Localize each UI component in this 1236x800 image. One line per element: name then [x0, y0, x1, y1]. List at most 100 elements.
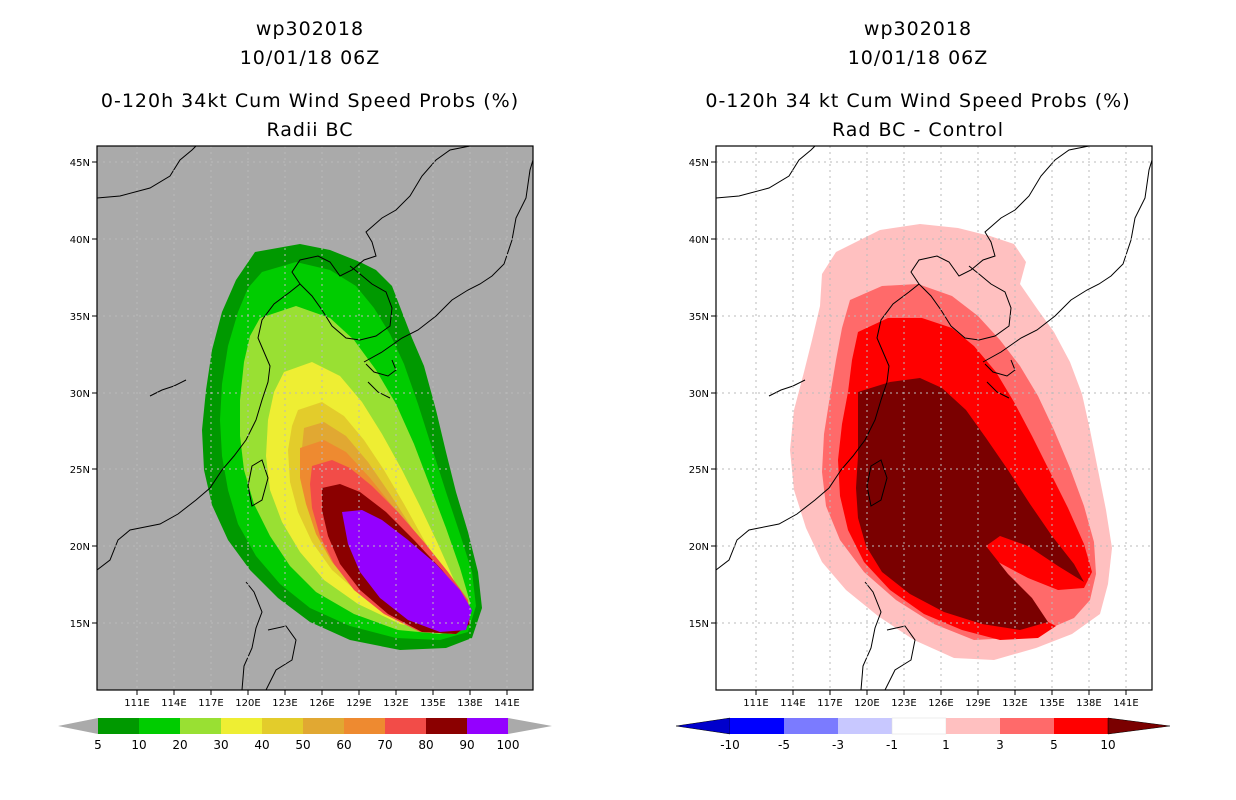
right-colorbar: -10 -5 -3 -1 1 3 5 10 — [675, 717, 1171, 752]
colorbar-label: 3 — [996, 738, 1004, 752]
lat-label: 20N — [70, 542, 90, 553]
left-product-title: 0-120h 34kt Cum Wind Speed Probs (%) — [100, 90, 520, 112]
colorbar-label: 10 — [131, 738, 146, 752]
colorbar-label: 90 — [459, 738, 474, 752]
left-probability-swath — [97, 146, 533, 690]
lon-label: 141E — [494, 698, 519, 709]
lat-label: 35N — [689, 312, 709, 323]
lon-label: 129E — [346, 698, 371, 709]
left-colorbar-swatch — [262, 718, 303, 734]
left-panel: wp302018 10/01/18 06Z 0-120h 34kt Cum Wi… — [0, 0, 600, 800]
lon-label: 129E — [965, 698, 990, 709]
lon-label: 135E — [420, 698, 445, 709]
lon-label: 126E — [928, 698, 953, 709]
lat-label: 40N — [70, 235, 90, 246]
right-subtitle: Rad BC - Control — [831, 119, 1005, 141]
lon-label: 114E — [780, 698, 805, 709]
right-lon-labels: 111E 114E 117E 120E 123E 126E 129E 132E … — [743, 698, 1138, 709]
colorbar-label: 70 — [377, 738, 392, 752]
colorbar-label: 20 — [172, 738, 187, 752]
right-lat-labels: 45N 40N 35N 30N 25N 20N 15N — [689, 158, 709, 630]
lon-label: 120E — [235, 698, 260, 709]
left-datetime: 10/01/18 06Z — [239, 47, 381, 69]
right-colorbar-swatch — [946, 718, 1000, 734]
left-colorbar-low-arrow — [58, 718, 98, 734]
right-coastlines — [716, 146, 1152, 690]
lat-label: 25N — [70, 465, 90, 476]
right-colorbar-swatch — [838, 718, 892, 734]
lat-label: 15N — [70, 619, 90, 630]
colorbar-label: 5 — [94, 738, 102, 752]
right-colorbar-swatch — [730, 718, 784, 734]
left-colorbar-labels: 5 10 20 30 40 50 60 70 80 90 100 — [94, 738, 519, 752]
colorbar-label: 40 — [254, 738, 269, 752]
colorbar-label: -5 — [778, 738, 790, 752]
right-map-frame — [715, 145, 1153, 691]
left-colorbar-swatch — [98, 718, 139, 734]
left-map-frame — [96, 145, 534, 691]
swath-band-90 — [342, 510, 472, 632]
left-colorbar-swatch — [180, 718, 221, 734]
left-coastlines — [97, 146, 533, 690]
left-colorbar-swatch — [221, 718, 262, 734]
lon-label: 126E — [309, 698, 334, 709]
colorbar-label: -10 — [720, 738, 740, 752]
right-panel: wp302018 10/01/18 06Z 0-120h 34 kt Cum W… — [618, 0, 1218, 800]
right-colorbar-labels: -10 -5 -3 -1 1 3 5 10 — [720, 738, 1115, 752]
colorbar-label: 5 — [1050, 738, 1058, 752]
right-colorbar-swatch — [1054, 718, 1108, 734]
diff-band-gt10 — [856, 378, 1084, 630]
left-lat-labels: 45N 40N 35N 30N 25N 20N 15N — [70, 158, 90, 630]
lon-label: 141E — [1113, 698, 1138, 709]
lat-label: 45N — [70, 158, 90, 169]
lon-label: 117E — [198, 698, 223, 709]
right-datetime: 10/01/18 06Z — [847, 47, 989, 69]
left-colorbar-swatch — [467, 718, 508, 734]
right-colorbar-swatch — [784, 718, 838, 734]
right-storm-id: wp302018 — [863, 18, 973, 40]
right-difference-field — [716, 146, 1152, 690]
right-colorbar-low-arrow — [675, 717, 731, 735]
lon-label: 132E — [383, 698, 408, 709]
colorbar-label: -1 — [886, 738, 898, 752]
right-map-svg: 45N 40N 35N 30N 25N 20N 15N 111E 114E 11… — [675, 145, 1171, 752]
lon-label: 117E — [817, 698, 842, 709]
left-gridlines — [97, 146, 533, 690]
lat-label: 20N — [689, 542, 709, 553]
lon-label: 138E — [1076, 698, 1101, 709]
lon-label: 120E — [854, 698, 879, 709]
left-subtitle: Radii BC — [266, 119, 354, 141]
lat-label: 30N — [70, 389, 90, 400]
lon-label: 114E — [161, 698, 186, 709]
colorbar-label: -3 — [832, 738, 844, 752]
left-colorbar-swatch — [385, 718, 426, 734]
left-colorbar-high-arrow — [508, 718, 552, 734]
lat-label: 30N — [689, 389, 709, 400]
left-ticks — [92, 161, 508, 695]
left-map-svg: 45N 40N 35N 30N 25N 20N 15N 111E 114E 11… — [58, 145, 552, 752]
colorbar-label: 100 — [497, 738, 520, 752]
colorbar-label: 10 — [1100, 738, 1115, 752]
colorbar-label: 80 — [418, 738, 433, 752]
colorbar-label: 50 — [295, 738, 310, 752]
left-colorbar-swatch — [139, 718, 180, 734]
left-colorbar: 5 10 20 30 40 50 60 70 80 90 100 — [58, 718, 552, 752]
right-product-title: 0-120h 34 kt Cum Wind Speed Probs (%) — [705, 90, 1131, 112]
left-colorbar-swatch — [303, 718, 344, 734]
right-ticks — [711, 161, 1127, 695]
left-colorbar-swatch — [426, 718, 467, 734]
left-colorbar-swatch — [344, 718, 385, 734]
left-storm-id: wp302018 — [255, 18, 365, 40]
lat-label: 35N — [70, 312, 90, 323]
colorbar-label: 60 — [336, 738, 351, 752]
lat-label: 25N — [689, 465, 709, 476]
lon-label: 132E — [1002, 698, 1027, 709]
right-colorbar-high-arrow — [1107, 717, 1171, 735]
lon-label: 111E — [124, 698, 149, 709]
lat-label: 40N — [689, 235, 709, 246]
right-colorbar-swatch — [1000, 718, 1054, 734]
right-colorbar-swatch — [891, 717, 947, 735]
lon-label: 138E — [457, 698, 482, 709]
lon-label: 123E — [891, 698, 916, 709]
lon-label: 135E — [1039, 698, 1064, 709]
